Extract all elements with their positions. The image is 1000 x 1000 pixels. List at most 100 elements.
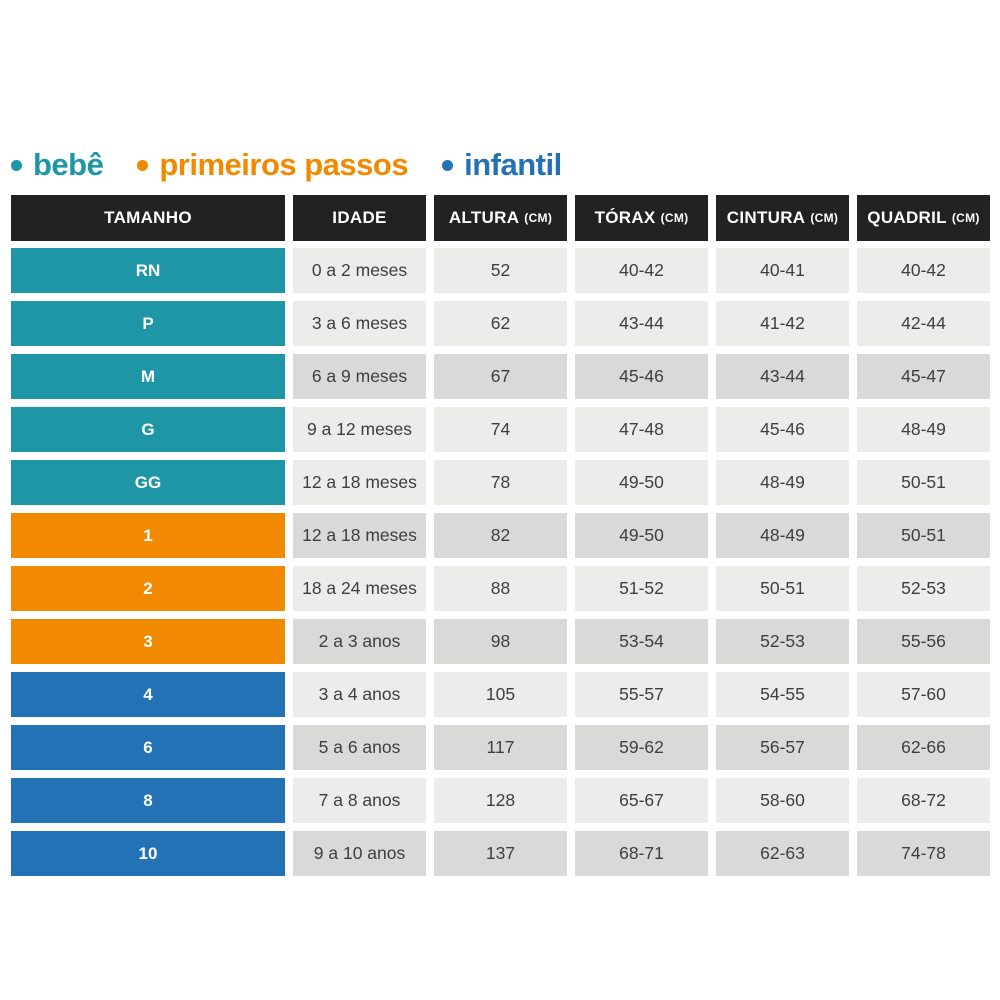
header-unit: (CM): [660, 211, 689, 225]
size-cell: 10: [11, 831, 285, 876]
size-cell: 6: [11, 725, 285, 770]
header-label: IDADE: [332, 208, 387, 227]
age-cell: 12 a 18 meses: [293, 513, 426, 558]
chest-cell: 49-50: [575, 460, 708, 505]
chest-cell: 65-67: [575, 778, 708, 823]
chest-cell: 47-48: [575, 407, 708, 452]
column-header-idade: IDADE: [293, 195, 426, 241]
chest-cell: 45-46: [575, 354, 708, 399]
height-cell: 67: [434, 354, 567, 399]
waist-cell: 45-46: [716, 407, 849, 452]
age-cell: 0 a 2 meses: [293, 248, 426, 293]
height-cell: 78: [434, 460, 567, 505]
height-cell: 117: [434, 725, 567, 770]
age-cell: 9 a 12 meses: [293, 407, 426, 452]
hip-cell: 50-51: [857, 460, 990, 505]
age-cell: 9 a 10 anos: [293, 831, 426, 876]
chest-cell: 68-71: [575, 831, 708, 876]
waist-cell: 40-41: [716, 248, 849, 293]
height-cell: 105: [434, 672, 567, 717]
age-cell: 3 a 6 meses: [293, 301, 426, 346]
height-cell: 128: [434, 778, 567, 823]
header-unit: (CM): [810, 211, 839, 225]
legend-label-infantil: infantil: [464, 147, 562, 182]
hip-cell: 45-47: [857, 354, 990, 399]
age-cell: 12 a 18 meses: [293, 460, 426, 505]
column-header-quadril: QUADRIL (CM): [857, 195, 990, 241]
chest-cell: 40-42: [575, 248, 708, 293]
age-cell: 3 a 4 anos: [293, 672, 426, 717]
size-cell: 1: [11, 513, 285, 558]
column-header-torax: TÓRAX (CM): [575, 195, 708, 241]
size-table: TAMANHO IDADE ALTURA (CM) TÓRAX (CM) CIN…: [11, 195, 990, 876]
bullet-icon: [137, 159, 149, 171]
height-cell: 82: [434, 513, 567, 558]
waist-cell: 48-49: [716, 460, 849, 505]
waist-cell: 50-51: [716, 566, 849, 611]
age-cell: 2 a 3 anos: [293, 619, 426, 664]
column-header-tamanho: TAMANHO: [11, 195, 285, 241]
size-chart-page: bebê primeiros passos infantil TAMANHO I…: [11, 0, 990, 876]
chest-cell: 59-62: [575, 725, 708, 770]
legend-label-bebe: bebê: [33, 147, 104, 182]
hip-cell: 62-66: [857, 725, 990, 770]
size-cell: 8: [11, 778, 285, 823]
header-label: TÓRAX: [594, 208, 656, 227]
size-cell: RN: [11, 248, 285, 293]
hip-cell: 42-44: [857, 301, 990, 346]
header-unit: (CM): [524, 211, 553, 225]
chest-cell: 49-50: [575, 513, 708, 558]
header-unit: (CM): [951, 211, 980, 225]
chest-cell: 51-52: [575, 566, 708, 611]
header-label: QUADRIL: [867, 208, 947, 227]
column-header-cintura: CINTURA (CM): [716, 195, 849, 241]
legend-item-primeiros-passos: primeiros passos: [137, 147, 409, 183]
size-cell: GG: [11, 460, 285, 505]
hip-cell: 74-78: [857, 831, 990, 876]
hip-cell: 68-72: [857, 778, 990, 823]
size-cell: 2: [11, 566, 285, 611]
hip-cell: 57-60: [857, 672, 990, 717]
chest-cell: 43-44: [575, 301, 708, 346]
size-cell: G: [11, 407, 285, 452]
legend: bebê primeiros passos infantil: [11, 144, 990, 186]
hip-cell: 48-49: [857, 407, 990, 452]
height-cell: 137: [434, 831, 567, 876]
bullet-icon: [11, 159, 22, 171]
waist-cell: 62-63: [716, 831, 849, 876]
bullet-icon: [442, 159, 454, 171]
waist-cell: 52-53: [716, 619, 849, 664]
size-cell: P: [11, 301, 285, 346]
legend-label-primeiros-passos: primeiros passos: [159, 147, 409, 182]
waist-cell: 41-42: [716, 301, 849, 346]
legend-item-infantil: infantil: [442, 147, 562, 183]
legend-item-bebe: bebê: [11, 147, 104, 183]
age-cell: 5 a 6 anos: [293, 725, 426, 770]
age-cell: 18 a 24 meses: [293, 566, 426, 611]
hip-cell: 55-56: [857, 619, 990, 664]
waist-cell: 56-57: [716, 725, 849, 770]
chest-cell: 55-57: [575, 672, 708, 717]
hip-cell: 40-42: [857, 248, 990, 293]
hip-cell: 50-51: [857, 513, 990, 558]
header-label: CINTURA: [726, 208, 806, 227]
waist-cell: 48-49: [716, 513, 849, 558]
waist-cell: 54-55: [716, 672, 849, 717]
waist-cell: 43-44: [716, 354, 849, 399]
size-cell: 3: [11, 619, 285, 664]
size-cell: M: [11, 354, 285, 399]
age-cell: 6 a 9 meses: [293, 354, 426, 399]
height-cell: 88: [434, 566, 567, 611]
chest-cell: 53-54: [575, 619, 708, 664]
age-cell: 7 a 8 anos: [293, 778, 426, 823]
height-cell: 52: [434, 248, 567, 293]
size-cell: 4: [11, 672, 285, 717]
header-label: ALTURA: [448, 208, 520, 227]
height-cell: 62: [434, 301, 567, 346]
waist-cell: 58-60: [716, 778, 849, 823]
column-header-altura: ALTURA (CM): [434, 195, 567, 241]
height-cell: 74: [434, 407, 567, 452]
hip-cell: 52-53: [857, 566, 990, 611]
header-label: TAMANHO: [104, 208, 192, 227]
height-cell: 98: [434, 619, 567, 664]
